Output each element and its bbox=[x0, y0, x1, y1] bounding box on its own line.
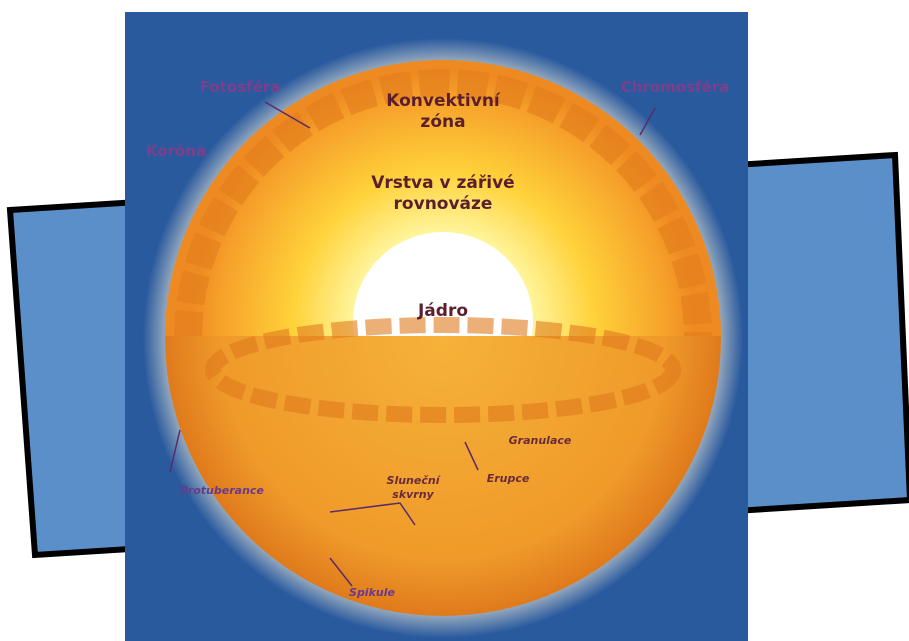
pointer bbox=[264, 101, 311, 129]
label: Granulace bbox=[509, 434, 572, 447]
label: Jádro bbox=[417, 301, 468, 321]
label: Konvektivní bbox=[386, 91, 501, 111]
label: Vrstva v zářivé bbox=[371, 173, 514, 193]
label: skvrny bbox=[392, 488, 434, 501]
cell-ring bbox=[205, 317, 681, 423]
label: Chromosféra bbox=[621, 78, 729, 96]
label: Protuberance bbox=[180, 484, 264, 497]
pointer bbox=[329, 502, 416, 526]
label: zóna bbox=[420, 112, 465, 132]
pointer bbox=[639, 107, 656, 136]
labels: Fotosféra Chromosféra Koróna Konvektivnízón… bbox=[146, 78, 729, 599]
label: Koróna bbox=[146, 142, 206, 160]
pointer bbox=[464, 441, 479, 471]
pointer bbox=[329, 557, 353, 587]
label: rovnováze bbox=[394, 194, 493, 214]
label: Erupce bbox=[487, 472, 530, 485]
label: Fotosféra bbox=[200, 78, 281, 96]
sun-cutaway bbox=[165, 60, 721, 336]
pointer bbox=[169, 429, 181, 473]
label: Spikule bbox=[349, 586, 395, 599]
label: Sluneční bbox=[387, 474, 442, 487]
